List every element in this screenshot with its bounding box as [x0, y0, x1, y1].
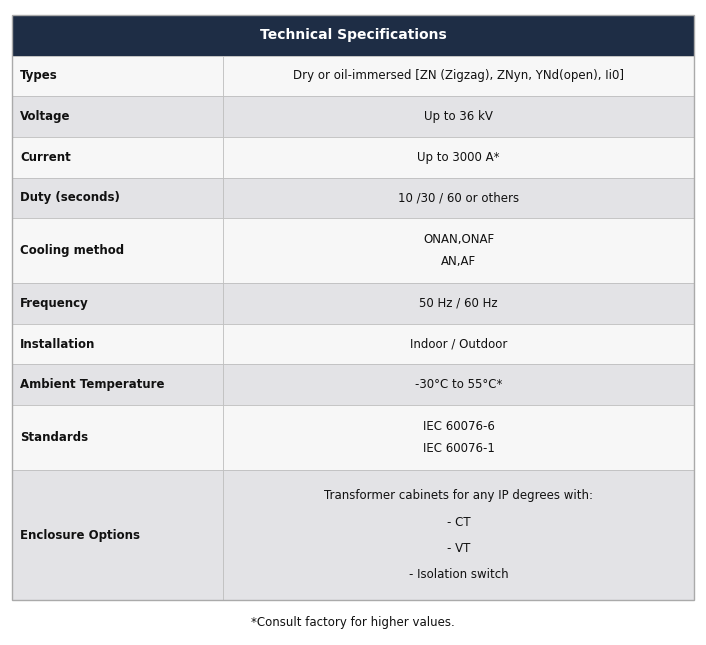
Bar — [223, 177, 694, 218]
Bar — [12, 96, 223, 137]
Text: Dry or oil-immersed [ZN (Zigzag), ZNyn, YNd(open), Ii0]: Dry or oil-immersed [ZN (Zigzag), ZNyn, … — [293, 70, 624, 83]
Bar — [223, 364, 694, 405]
Text: Duty (seconds): Duty (seconds) — [20, 192, 120, 204]
Text: Installation: Installation — [20, 337, 95, 351]
Text: Technical Specifications: Technical Specifications — [260, 28, 446, 43]
Bar — [12, 283, 223, 324]
Text: IEC 60076-1: IEC 60076-1 — [423, 442, 495, 455]
Text: Up to 36 kV: Up to 36 kV — [424, 110, 493, 123]
Text: Voltage: Voltage — [20, 110, 71, 123]
Bar — [223, 55, 694, 96]
Bar — [12, 405, 223, 470]
Bar — [12, 137, 223, 177]
Bar — [223, 324, 694, 364]
Text: - CT: - CT — [447, 515, 470, 528]
Bar — [223, 405, 694, 470]
Text: 10 /30 / 60 or others: 10 /30 / 60 or others — [398, 192, 520, 204]
Text: - Isolation switch: - Isolation switch — [409, 568, 508, 580]
Bar — [12, 177, 223, 218]
Bar — [223, 96, 694, 137]
Text: Up to 3000 A*: Up to 3000 A* — [417, 151, 500, 164]
Bar — [223, 470, 694, 600]
Bar — [12, 364, 223, 405]
Text: Ambient Temperature: Ambient Temperature — [20, 378, 164, 391]
Text: -30°C to 55°C*: -30°C to 55°C* — [415, 378, 503, 391]
Bar — [223, 137, 694, 177]
Bar — [223, 218, 694, 283]
Text: *Consult factory for higher values.: *Consult factory for higher values. — [251, 616, 455, 629]
Text: ONAN,ONAF: ONAN,ONAF — [423, 233, 494, 246]
Text: 50 Hz / 60 Hz: 50 Hz / 60 Hz — [419, 297, 498, 310]
Bar — [12, 324, 223, 364]
Bar — [223, 283, 694, 324]
Bar — [12, 218, 223, 283]
Text: Standards: Standards — [20, 431, 88, 444]
Text: Frequency: Frequency — [20, 297, 89, 310]
Text: IEC 60076-6: IEC 60076-6 — [423, 420, 495, 433]
Text: Enclosure Options: Enclosure Options — [20, 528, 140, 542]
Text: AN,AF: AN,AF — [441, 255, 477, 268]
Text: Cooling method: Cooling method — [20, 244, 124, 257]
Bar — [12, 55, 223, 96]
Text: Transformer cabinets for any IP degrees with:: Transformer cabinets for any IP degrees … — [324, 490, 593, 502]
Bar — [12, 470, 223, 600]
Text: Current: Current — [20, 151, 71, 164]
Text: - VT: - VT — [447, 542, 470, 555]
Text: Types: Types — [20, 70, 58, 83]
Text: Indoor / Outdoor: Indoor / Outdoor — [410, 337, 508, 351]
Bar — [12, 15, 694, 55]
